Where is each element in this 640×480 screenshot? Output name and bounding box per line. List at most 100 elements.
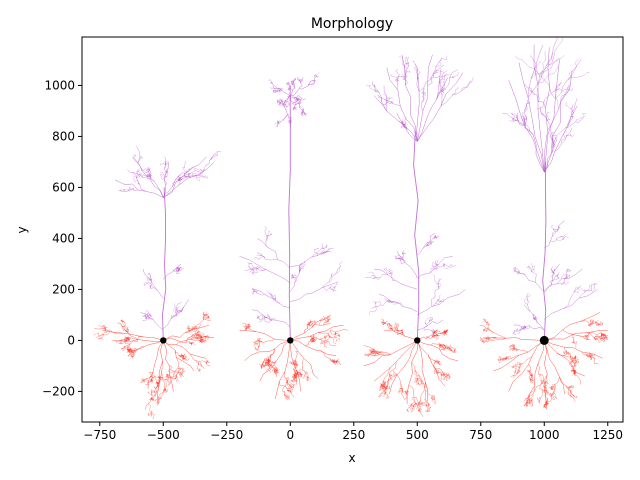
dendrite-segment (314, 248, 319, 253)
dendrite-segment (513, 268, 545, 293)
dendrite-segment (150, 411, 155, 419)
dendrite-segment (568, 384, 575, 389)
dendrite-segment (394, 322, 399, 327)
dendrite-segment (544, 340, 585, 377)
dendrite-segment (555, 271, 560, 277)
dendrite-segment (417, 402, 422, 408)
dendrite-segment (291, 274, 294, 280)
dendrite-segment (421, 87, 426, 97)
dendrite-segment (527, 398, 531, 404)
dendrite-segment (153, 375, 161, 381)
dendrite-segment (267, 348, 275, 367)
dendrite-segment (385, 393, 389, 400)
dendrite-segment (294, 351, 299, 366)
dendrite-segment (511, 344, 516, 348)
dendrite-segment (163, 340, 207, 359)
dendrite-segment (156, 398, 161, 405)
dendrite-segment (288, 81, 293, 91)
dendrite-segment (572, 356, 576, 362)
dendrite-segment (544, 59, 560, 173)
dendrite-segment (296, 97, 299, 100)
dendrite-segment (181, 367, 186, 372)
dendrite-segment (307, 376, 312, 381)
dendrite-segment (300, 110, 308, 115)
dendrite-segment (401, 256, 404, 261)
dendrite-segment (479, 339, 488, 343)
dendrite-segment (285, 81, 290, 86)
dendrite-segment (445, 373, 451, 379)
dendrite-segment (328, 273, 333, 283)
dendrite-segment (540, 109, 548, 122)
x-tick-label: 0 (286, 428, 294, 442)
dendrite-segment (403, 70, 411, 80)
dendrite-segment (247, 323, 251, 327)
dendrite-segment (594, 336, 604, 341)
dendrite-segment (451, 86, 459, 96)
dendrite-segment (267, 79, 274, 85)
soma-marker (287, 337, 294, 344)
dendrite-segment (541, 389, 546, 394)
dendrite-segment (278, 87, 284, 91)
dendrite-segment (186, 325, 191, 330)
dendrite-segment (148, 398, 155, 402)
dendrite-segment (520, 326, 526, 330)
dendrite-segment (422, 92, 425, 102)
dendrite-segment (118, 188, 129, 192)
dendrite-segment (512, 363, 524, 369)
y-axis-label: y (15, 226, 29, 233)
dendrite-segment (167, 375, 173, 380)
dendrite-segment (194, 168, 204, 172)
dendrite-segment (413, 402, 418, 408)
dendrite-segment (309, 337, 315, 342)
dendrite-segment (600, 321, 604, 325)
dendrite-segment (417, 54, 433, 142)
dendrite-segment (127, 348, 131, 353)
dendrite-segment (266, 290, 280, 304)
dendrite-segment (262, 361, 269, 366)
dendrite-segment (205, 315, 210, 318)
dendrite-segment (381, 384, 385, 388)
dendrite-segment (147, 340, 164, 389)
dendrite-segment (591, 282, 598, 292)
dendrite-segment (163, 161, 215, 198)
dendrite-segment (373, 301, 381, 306)
dendrite-segment (447, 346, 451, 349)
dendrite-segment (244, 326, 248, 332)
dendrite-segment (290, 80, 316, 96)
dendrite-segment (204, 335, 210, 339)
dendrite-segment (600, 333, 606, 337)
dendrite-segment (379, 294, 418, 313)
dendrite-segment (175, 266, 180, 270)
dendrite-segment (254, 345, 260, 351)
dendrite-segment (513, 266, 520, 273)
dendrite-segment (334, 333, 341, 338)
dendrite-segment (293, 370, 298, 381)
dendrite-segment (402, 389, 408, 400)
dendrite-segment (565, 385, 575, 389)
dendrite-segment (256, 337, 262, 342)
dendrite-segment (381, 385, 386, 389)
dendrite-segment (572, 370, 576, 375)
dendrite-segment (532, 314, 537, 320)
dendrite-segment (128, 349, 133, 354)
dendrite-segment (320, 250, 328, 254)
dendrite-segment (589, 318, 594, 326)
dendrite-segment (439, 81, 444, 92)
dendrite-segment (175, 306, 180, 315)
dendrite-segment (515, 56, 538, 73)
dendrite-segment (526, 265, 532, 273)
x-tick-label: 500 (406, 428, 429, 442)
dendrite-segment (286, 389, 292, 394)
dendrite-segment (249, 267, 258, 273)
dendrite-segment (205, 361, 211, 367)
dendrite-segment (408, 403, 415, 408)
dendrite-segment (175, 270, 180, 274)
dendrite-segment (239, 329, 291, 341)
dendrite-segment (523, 403, 527, 407)
dendrite-segment (498, 356, 505, 361)
dendrite-segment (389, 340, 418, 395)
dendrite-segment (570, 103, 575, 119)
dendrite-segment (195, 329, 200, 334)
dendrite-segment (140, 378, 145, 383)
